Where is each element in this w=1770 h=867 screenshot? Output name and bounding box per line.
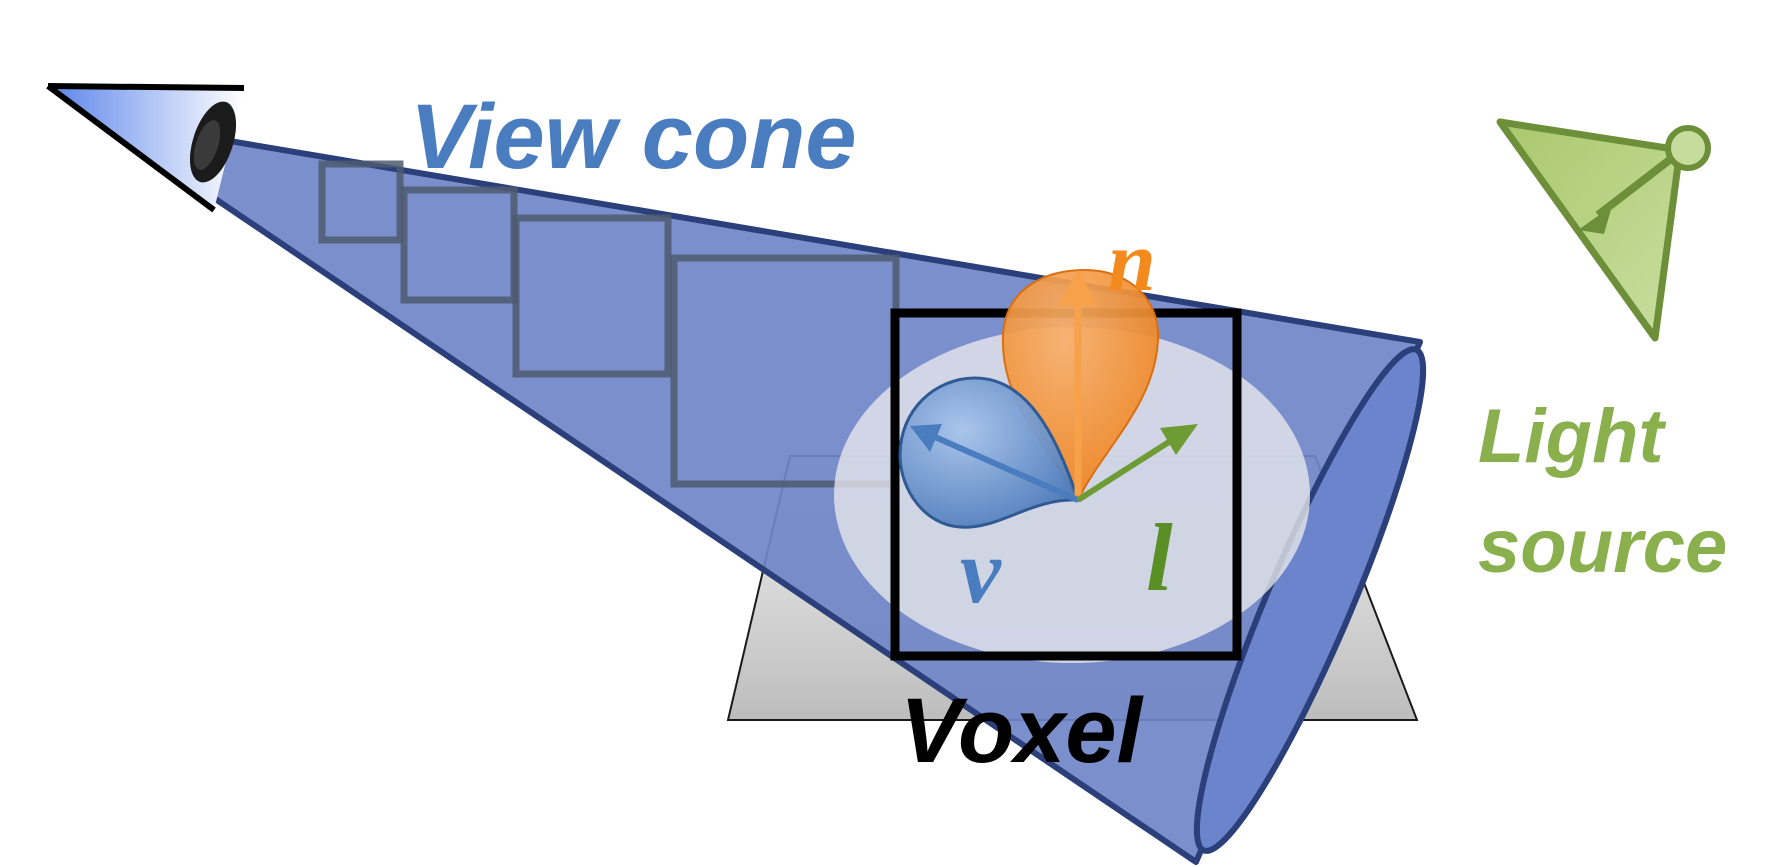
eye-icon [46, 83, 245, 213]
light-source-label-line2: source [1478, 504, 1727, 589]
light-source-label-line1: Light [1478, 394, 1666, 479]
voxel-label: Voxel [900, 680, 1144, 782]
view-lobe [898, 376, 1081, 529]
normal-label: n [1108, 213, 1156, 309]
normal-arrow [1058, 270, 1098, 500]
view-cone-label: View cone [410, 86, 857, 188]
light-source-icon [1496, 118, 1711, 342]
light-arrow [1076, 424, 1198, 503]
view-arrow [910, 424, 1080, 503]
cone-sample-squares [318, 160, 900, 488]
view-vector-label: v [960, 520, 1002, 622]
light-vector-label: l [1146, 504, 1173, 611]
